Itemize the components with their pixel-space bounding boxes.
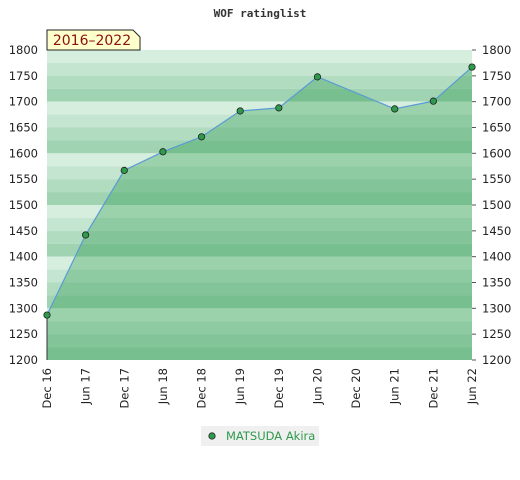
data-point[interactable] xyxy=(159,148,167,156)
background-band xyxy=(47,217,472,231)
rating-area xyxy=(47,67,472,361)
y-tick-label-right: 1450 xyxy=(482,224,511,238)
y-axis-right: 1200 1250 1300 1350 1400 1450 1500 1550 1600 1650… xyxy=(472,43,511,367)
background-band xyxy=(47,62,472,76)
y-tick-label-left: 1800 xyxy=(9,43,38,57)
background-band xyxy=(47,295,472,309)
data-points xyxy=(43,63,476,319)
legend-marker-matsuda xyxy=(208,432,216,440)
chart-title: WOF ratinglist xyxy=(214,7,307,20)
background-band xyxy=(47,114,472,128)
y-tick-label-right: 1650 xyxy=(482,121,511,135)
x-tick-label: Jun 19 xyxy=(233,368,247,405)
y-tick-label-left: 1200 xyxy=(9,353,38,367)
y-tick-label-right: 1800 xyxy=(482,43,511,57)
y-tick-label-left: 1600 xyxy=(9,146,38,160)
y-tick-label-left: 1750 xyxy=(9,69,38,83)
x-tick-label: Dec 19 xyxy=(272,368,286,409)
background-band xyxy=(47,243,472,257)
y-tick-label-left: 1400 xyxy=(9,250,38,264)
data-point[interactable] xyxy=(391,105,399,113)
data-point[interactable] xyxy=(429,97,437,105)
y-tick-label-right: 1300 xyxy=(482,301,511,315)
x-tick-label: Dec 21 xyxy=(426,368,440,409)
background-band xyxy=(47,321,472,335)
y-tick-label-right: 1750 xyxy=(482,69,511,83)
period-badge: 2016–2022 xyxy=(46,29,141,51)
y-tick-label-left: 1300 xyxy=(9,301,38,315)
data-point[interactable] xyxy=(468,63,476,71)
x-axis: Dec 16 Jun 17 Dec 17 Jun 18 Dec 18 Jun 19 Dec … xyxy=(40,368,479,409)
period-badge-label: 2016–2022 xyxy=(53,33,131,49)
background-band xyxy=(47,75,472,89)
y-axis-left: 1200 1250 1300 1350 1400 1450 1500 1550 1600 1650… xyxy=(9,43,38,367)
data-point[interactable] xyxy=(197,133,206,141)
y-tick-label-left: 1450 xyxy=(9,224,38,238)
x-tick-label: Jun 21 xyxy=(388,368,402,405)
data-point[interactable] xyxy=(43,311,51,319)
background-band xyxy=(47,50,472,63)
background-band xyxy=(47,166,472,180)
background-band xyxy=(47,179,472,193)
background-band xyxy=(47,88,472,102)
background-band xyxy=(47,230,472,244)
y-tick-label-left: 1650 xyxy=(9,121,38,135)
background-band xyxy=(47,192,472,205)
y-tick-label-right: 1600 xyxy=(482,146,511,160)
y-tick-label-left: 1250 xyxy=(9,327,38,341)
data-point[interactable] xyxy=(82,231,90,239)
y-tick-label-left: 1550 xyxy=(9,172,38,186)
x-tick-label: Jun 17 xyxy=(79,368,93,405)
y-tick-label-left: 1700 xyxy=(9,95,38,109)
legend-label-matsuda: MATSUDA Akira xyxy=(226,429,315,443)
background-band xyxy=(47,140,472,154)
background-band xyxy=(47,308,472,322)
x-tick-label: Jun 22 xyxy=(465,368,479,405)
y-tick-label-left: 1500 xyxy=(9,198,38,212)
data-point[interactable] xyxy=(120,166,128,174)
background-band xyxy=(47,347,472,360)
y-tick-label-right: 1500 xyxy=(482,198,511,212)
x-tick-label: Dec 17 xyxy=(117,368,131,409)
y-tick-label-right: 1200 xyxy=(482,353,511,367)
background-band xyxy=(47,256,472,270)
legend[interactable]: MATSUDA Akira xyxy=(201,426,319,446)
background-band xyxy=(47,334,472,348)
background-band xyxy=(47,282,472,296)
y-tick-label-right: 1550 xyxy=(482,172,511,186)
y-tick-label-left: 1350 xyxy=(9,276,38,290)
x-tick-label: Dec 20 xyxy=(349,368,363,409)
background-band xyxy=(47,127,472,141)
y-tick-label-right: 1700 xyxy=(482,95,511,109)
y-tick-label-right: 1350 xyxy=(482,276,511,290)
data-point[interactable] xyxy=(275,104,283,112)
y-tick-label-right: 1250 xyxy=(482,327,511,341)
x-tick-label: Dec 18 xyxy=(195,368,209,409)
x-tick-label: Jun 20 xyxy=(310,368,324,405)
background-band xyxy=(47,101,472,115)
background-band xyxy=(47,269,472,283)
y-tick-label-right: 1400 xyxy=(482,250,511,264)
data-point[interactable] xyxy=(236,107,244,115)
background-band xyxy=(47,205,472,218)
x-tick-label: Jun 18 xyxy=(156,368,170,405)
x-tick-label: Dec 16 xyxy=(40,368,54,409)
data-point[interactable] xyxy=(313,73,322,81)
